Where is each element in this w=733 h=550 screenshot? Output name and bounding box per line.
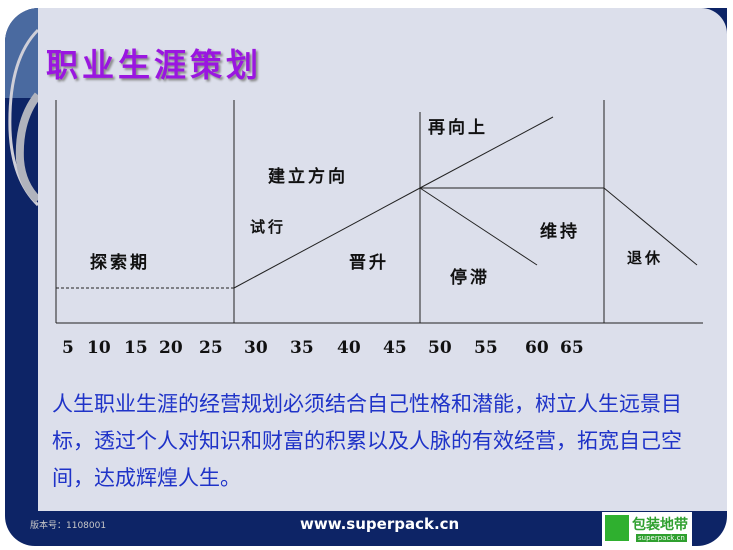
age-tick: 25 [199, 338, 223, 358]
decorative-ring [15, 92, 42, 203]
retire-line [603, 187, 698, 266]
logo-text: 包装地带 [632, 517, 688, 533]
label-explore: 探索期 [90, 253, 150, 273]
age-tick: 40 [337, 338, 361, 358]
box-icon [605, 515, 629, 541]
rise-line [233, 187, 421, 289]
age-tick: 65 [560, 338, 584, 358]
decorative-rings [8, 28, 42, 207]
label-promote: 晋升 [349, 253, 389, 273]
label-maintain: 维持 [540, 222, 580, 242]
label-trial: 试行 [250, 218, 287, 236]
age-tick: 20 [159, 338, 183, 358]
label-stagnate: 停滞 [450, 268, 490, 288]
age-tick: 10 [87, 338, 111, 358]
label-up-again: 再向上 [428, 118, 488, 138]
slide-title: 职业生涯策划 [46, 46, 263, 84]
slide-content-area [38, 8, 727, 511]
description-paragraph: 人生职业生涯的经营规划必须结合自己性格和潜能，树立人生远景目标，透过个人对知识和… [52, 392, 682, 490]
label-establish: 建立方向 [268, 167, 348, 187]
up-again-line [419, 116, 554, 189]
age-tick: 5 [62, 338, 74, 358]
age-tick: 15 [124, 338, 148, 358]
age-tick: 55 [474, 338, 498, 358]
age-tick: 50 [428, 338, 452, 358]
footer-url[interactable]: www.superpack.cn [300, 515, 460, 533]
brand-logo: 包装地带 superpack.cn [602, 512, 692, 546]
stagnate-line [419, 187, 538, 266]
version-number: 版本号：1108001 [30, 521, 107, 531]
age-tick: 30 [244, 338, 268, 358]
age-tick: 60 [525, 338, 549, 358]
age-tick: 45 [383, 338, 407, 358]
age-tick: 35 [290, 338, 314, 358]
label-retire: 退休 [627, 249, 664, 267]
logo-subtext: superpack.cn [636, 534, 687, 542]
